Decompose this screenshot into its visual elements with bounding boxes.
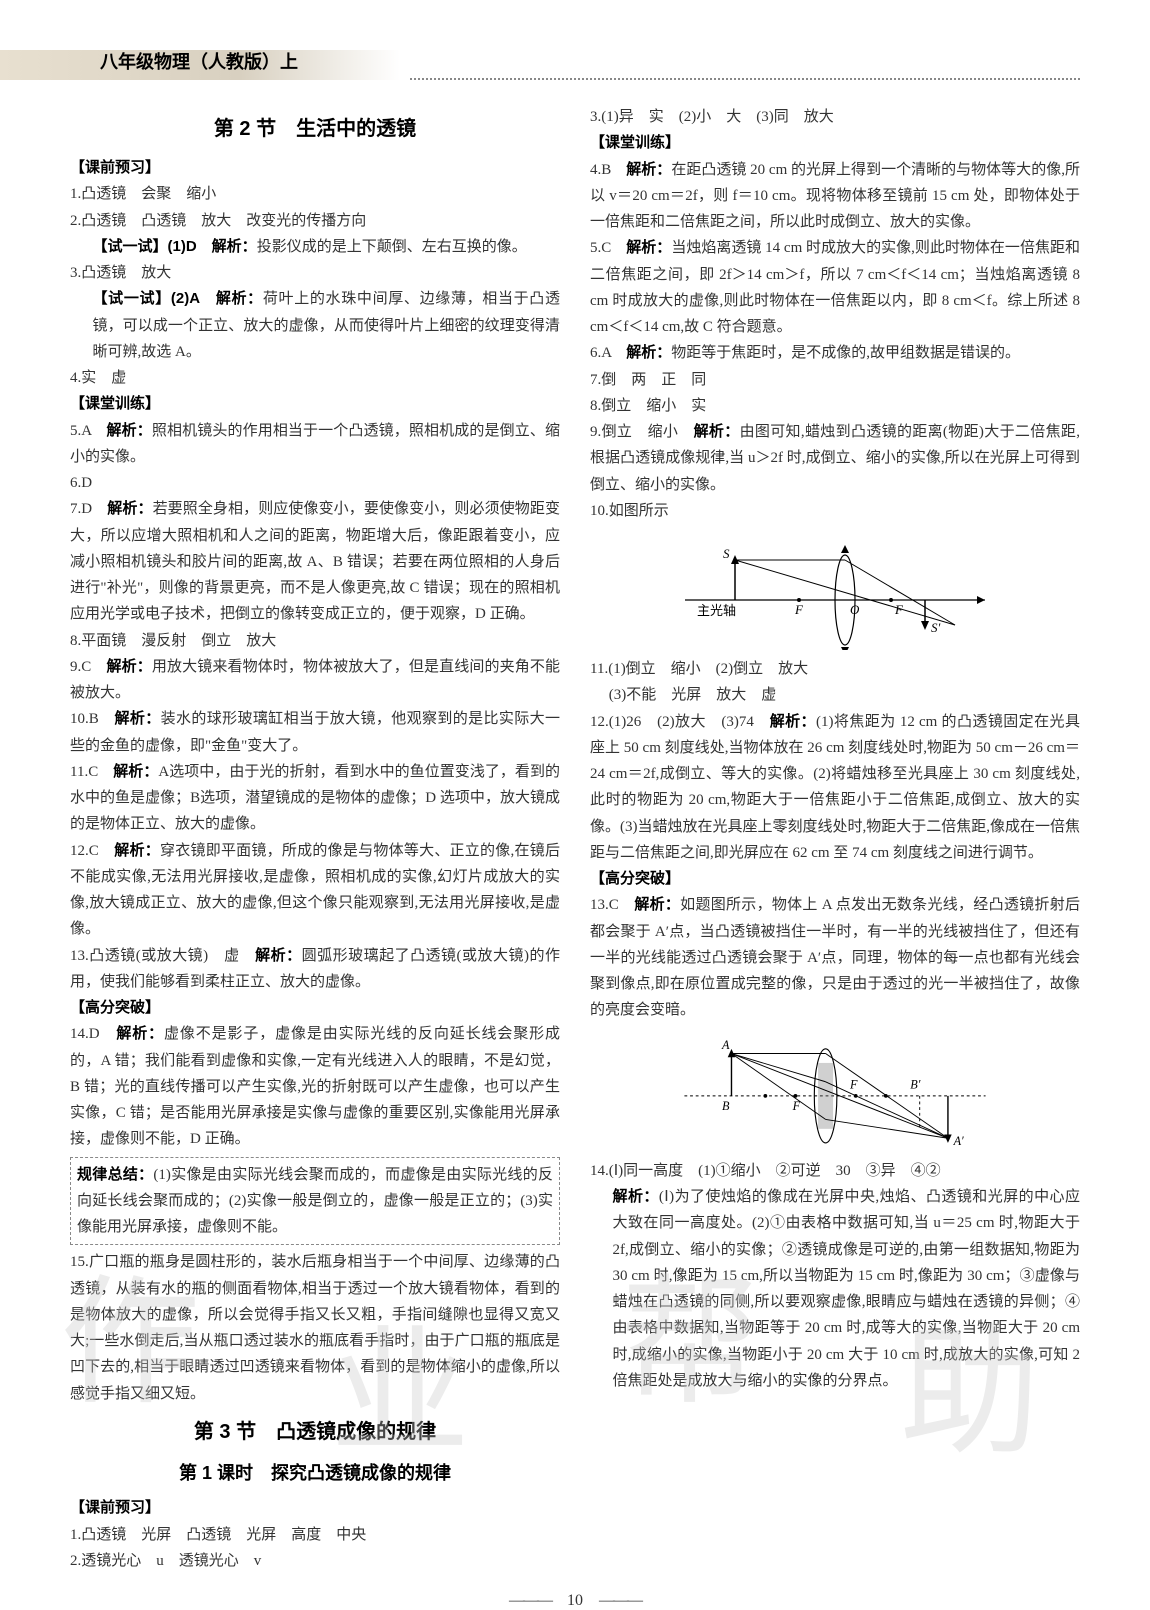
text-line: 11.(1)倒立 缩小 (2)倒立 放大 — [590, 656, 1080, 682]
text-line: 8.平面镜 漫反射 倒立 放大 — [70, 628, 560, 654]
section-title-3: 第 3 节 凸透镜成像的规律 — [70, 1415, 560, 1450]
svg-text:O: O — [850, 602, 860, 617]
train-tag-r: 【课堂训练】 — [590, 134, 680, 151]
text-line: 11.C 解析：A选项中，由于光的折射，看到水中的鱼位置变浅了，看到的水中的鱼是… — [70, 759, 560, 838]
break-tag: 【高分突破】 — [70, 999, 160, 1016]
text-line: 4.实 虚 — [70, 365, 560, 391]
preview-tag-2: 【课前预习】 — [70, 1499, 160, 1516]
right-column: 3.(1)异 实 (2)小 大 (3)同 放大 【课堂训练】 4.B 解析：在距… — [590, 104, 1080, 1574]
svg-text:A: A — [721, 1037, 730, 1051]
book-header: 八年级物理（人教版）上 — [70, 45, 1080, 74]
text-line: 【试一试】(2)A 解析：荷叶上的水珠中间厚、边缘薄，相当于凸透镜，可以成一个正… — [70, 286, 560, 365]
text-line: 4.B 解析：在距凸透镜 20 cm 的光屏上得到一个清晰的与物体等大的像,所以… — [590, 157, 1080, 236]
text-line: 解析：(Ⅰ)为了使烛焰的像成在光屏中央,烛焰、凸透镜和光屏的中心应大致在同一高度… — [590, 1184, 1080, 1394]
text-line: 6.D — [70, 470, 560, 496]
text-line: 5.A 解析：照相机镜头的作用相当于一个凸透镜，照相机成的是倒立、缩小的实像。 — [70, 418, 560, 471]
text-line: 14.(Ⅰ)同一高度 (1)①缩小 ②可逆 30 ③异 ④② — [590, 1158, 1080, 1184]
left-column: 第 2 节 生活中的透镜 【课前预习】 1.凸透镜 会聚 缩小 2.凸透镜 凸透… — [70, 104, 560, 1574]
text-line: 12.C 解析：穿衣镜即平面镜，所成的像是与物体等大、正立的像,在镜后不能成实像… — [70, 838, 560, 943]
svg-text:S: S — [723, 546, 730, 561]
text-line: 13.凸透镜(或放大镜) 虚 解析：圆弧形玻璃起了凸透镜(或放大镜)的作用，使我… — [70, 943, 560, 996]
text-line: 10.B 解析：装水的球形玻璃缸相当于放大镜，他观察到的是比实际大一些的金鱼的虚… — [70, 706, 560, 759]
svg-text:S′: S′ — [931, 620, 941, 635]
text-line: 2.透镜光心 u 透镜光心 v — [70, 1548, 560, 1574]
text-line: 8.倒立 缩小 实 — [590, 393, 1080, 419]
text-line: 14.D 解析：虚像不是影子，虚像是由实际光线的反向延长线会聚形成的，A 错；我… — [70, 1021, 560, 1152]
svg-text:主光轴: 主光轴 — [697, 603, 736, 618]
text-line: 15.广口瓶的瓶身是圆柱形的，装水后瓶身相当于一个中间厚、边缘薄的凸透镜，从装有… — [70, 1249, 560, 1407]
header-divider — [410, 78, 1080, 80]
preview-tag: 【课前预习】 — [70, 159, 160, 176]
text-line: 5.C 解析：当烛焰离透镜 14 cm 时成放大的实像,则此时物体在一倍焦距和二… — [590, 235, 1080, 340]
svg-text:B: B — [722, 1098, 730, 1112]
text-line: 1.凸透镜 光屏 凸透镜 光屏 高度 中央 — [70, 1522, 560, 1548]
train-tag: 【课堂训练】 — [70, 395, 160, 412]
text-line: 3.凸透镜 放大 — [70, 260, 560, 286]
text-line: 2.凸透镜 凸透镜 放大 改变光的传播方向 — [70, 208, 560, 234]
svg-text:B′: B′ — [910, 1077, 920, 1091]
text-line: (3)不能 光屏 放大 虚 — [590, 682, 1080, 708]
text-line: 【试一试】(1)D 解析：投影仪成的是上下颠倒、左右互换的像。 — [70, 234, 560, 260]
svg-text:A′: A′ — [953, 1133, 964, 1147]
lens-ray-diagram-1: S 主光轴 F F O S′ — [675, 530, 995, 650]
text-line: 13.C 解析：如题图所示，物体上 A 点发出无数条光线，经凸透镜折射后都会聚于… — [590, 892, 1080, 1023]
sub-section-title: 第 1 课时 探究凸透镜成像的规律 — [70, 1458, 560, 1490]
text-line: 6.A 解析：物距等于焦距时，是不成像的,故甲组数据是错误的。 — [590, 340, 1080, 366]
text-line: 12.(1)26 (2)放大 (3)74 解析：(1)将焦距为 12 cm 的凸… — [590, 709, 1080, 867]
text-line: 3.(1)异 实 (2)小 大 (3)同 放大 — [590, 104, 1080, 130]
page-number: ——— 10 ——— — [70, 1586, 1080, 1610]
break-tag-r: 【高分突破】 — [590, 870, 680, 887]
rule-summary-box: 规律总结：(1)实像是由实际光线会聚而成的，而虚像是由实际光线的反向延长线会聚而… — [70, 1157, 560, 1246]
lens-ray-diagram-2: A B F F B′ A′ — [675, 1030, 995, 1152]
text-line: 9.倒立 缩小 解析：由图可知,蜡烛到凸透镜的距离(物距)大于二倍焦距,根据凸透… — [590, 419, 1080, 498]
svg-text:F: F — [849, 1077, 858, 1091]
text-line: 7.倒 两 正 同 — [590, 367, 1080, 393]
section-title: 第 2 节 生活中的透镜 — [70, 112, 560, 147]
text-line: 10.如图所示 — [590, 498, 1080, 524]
text-line: 9.C 解析：用放大镜来看物体时，物体被放大了，但是直线间的夹角不能被放大。 — [70, 654, 560, 707]
text-line: 1.凸透镜 会聚 缩小 — [70, 181, 560, 207]
text-line: 7.D 解析：若要照全身相，则应使像变小，要使像变小，则必须使物距变大，所以应增… — [70, 496, 560, 627]
main-content: 第 2 节 生活中的透镜 【课前预习】 1.凸透镜 会聚 缩小 2.凸透镜 凸透… — [70, 104, 1080, 1574]
svg-text:F: F — [794, 602, 804, 617]
